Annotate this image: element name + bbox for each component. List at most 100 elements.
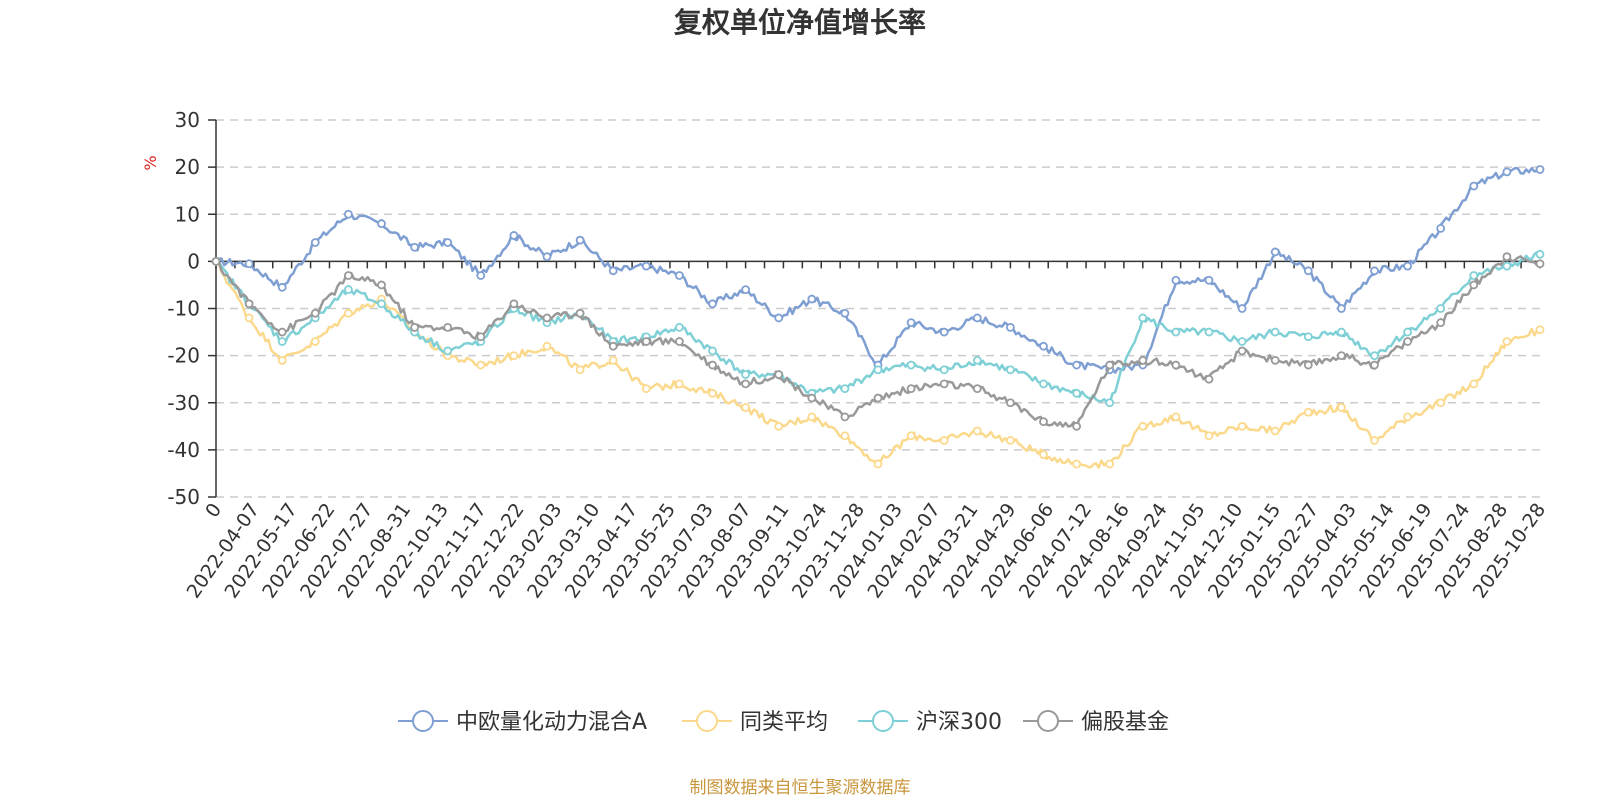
series-point <box>906 384 916 394</box>
series-point <box>675 271 684 280</box>
series-point <box>741 285 750 295</box>
series-point <box>343 209 353 219</box>
series-point <box>675 322 684 332</box>
series-point <box>1535 325 1545 335</box>
series-point <box>939 365 949 375</box>
y-tick-label: -20 <box>167 344 200 368</box>
series-point <box>1072 421 1081 431</box>
series-point <box>1502 252 1512 262</box>
series-point <box>1370 351 1379 361</box>
series-point <box>972 426 982 436</box>
series-point <box>906 431 916 441</box>
series-point <box>1535 165 1545 174</box>
series-point <box>1105 360 1115 370</box>
series-point <box>509 231 519 240</box>
series-point <box>873 365 883 375</box>
series-point <box>1502 337 1512 346</box>
series-point <box>277 337 287 346</box>
series-point <box>873 393 883 403</box>
series-point <box>1039 417 1048 427</box>
series-point <box>1337 403 1346 412</box>
legend[interactable]: 中欧量化动力混合A 同类平均 沪深300 偏股基金 <box>398 710 1169 735</box>
legend-label: 偏股基金 <box>1081 710 1169 735</box>
legend-item[interactable]: 沪深300 <box>858 710 1002 735</box>
series-point <box>641 261 651 271</box>
series-point <box>1072 360 1081 370</box>
series-point <box>1502 167 1512 177</box>
series-point <box>410 322 420 332</box>
series-point <box>608 341 618 351</box>
series-point <box>244 299 254 309</box>
series-point <box>1469 271 1479 280</box>
series-point <box>377 299 386 309</box>
series-point <box>708 346 717 356</box>
series-point <box>807 412 817 422</box>
series-point <box>1403 337 1412 346</box>
series-point <box>377 219 386 229</box>
legend-item[interactable]: 偏股基金 <box>1023 710 1169 735</box>
series-point <box>1237 337 1247 346</box>
series-point <box>1469 181 1479 191</box>
series-point <box>1105 459 1115 469</box>
series-point <box>509 351 519 361</box>
series-point <box>1204 374 1214 384</box>
y-tick-label: 30 <box>175 108 200 132</box>
legend-label: 同类平均 <box>740 710 828 735</box>
series-point <box>1039 379 1048 389</box>
legend-circle-icon <box>1037 710 1059 732</box>
series-point <box>1072 388 1081 398</box>
legend-item[interactable]: 同类平均 <box>682 710 828 735</box>
series-point <box>840 412 850 422</box>
series-point <box>542 252 552 262</box>
series-point <box>277 355 287 365</box>
legend-item[interactable]: 中欧量化动力混合A <box>398 710 647 735</box>
series-point <box>906 360 916 370</box>
series-point <box>939 379 949 389</box>
y-tick-label: -30 <box>167 391 200 415</box>
series-point <box>1370 266 1379 276</box>
series-point <box>1105 398 1115 408</box>
y-axis-unit-label: % <box>141 155 160 170</box>
series-point <box>1204 275 1214 285</box>
series-point <box>1270 327 1280 337</box>
series-point <box>1006 436 1015 445</box>
series-point <box>476 332 486 342</box>
series-point <box>244 313 254 323</box>
series-point <box>873 459 883 469</box>
series-point <box>1469 379 1479 389</box>
series-point <box>1270 426 1280 436</box>
series-point <box>675 337 684 346</box>
series-point <box>310 337 320 346</box>
series-point <box>1006 365 1015 375</box>
series-point <box>277 282 287 292</box>
legend-circle-icon <box>696 710 718 732</box>
series-point <box>774 421 784 431</box>
series-point <box>1502 261 1512 271</box>
series-point <box>343 271 353 280</box>
series-point <box>244 259 254 269</box>
series-point <box>1171 412 1181 422</box>
series-point <box>1039 341 1048 351</box>
series-point <box>509 299 519 309</box>
series-point <box>939 327 949 337</box>
series-point <box>608 266 618 276</box>
series-point <box>1303 407 1313 417</box>
y-tick-label: 0 <box>187 249 200 273</box>
source-note: 制图数据来自恒生聚源数据库 <box>690 778 911 798</box>
series-point <box>476 360 486 370</box>
series-point <box>840 431 850 441</box>
series-point <box>443 322 453 332</box>
series-point <box>906 318 916 328</box>
series-point <box>708 360 717 370</box>
x-tick-label: 0 <box>201 499 226 522</box>
series-point <box>1006 398 1015 408</box>
series-point <box>343 285 353 295</box>
legend-circle-icon <box>412 710 434 732</box>
series-point <box>1204 431 1214 441</box>
series-point <box>1337 304 1346 313</box>
series-point <box>840 384 850 394</box>
y-tick-label: -40 <box>167 438 200 462</box>
series-point <box>1171 275 1181 285</box>
series-point <box>1403 327 1412 337</box>
series-point <box>641 384 651 394</box>
